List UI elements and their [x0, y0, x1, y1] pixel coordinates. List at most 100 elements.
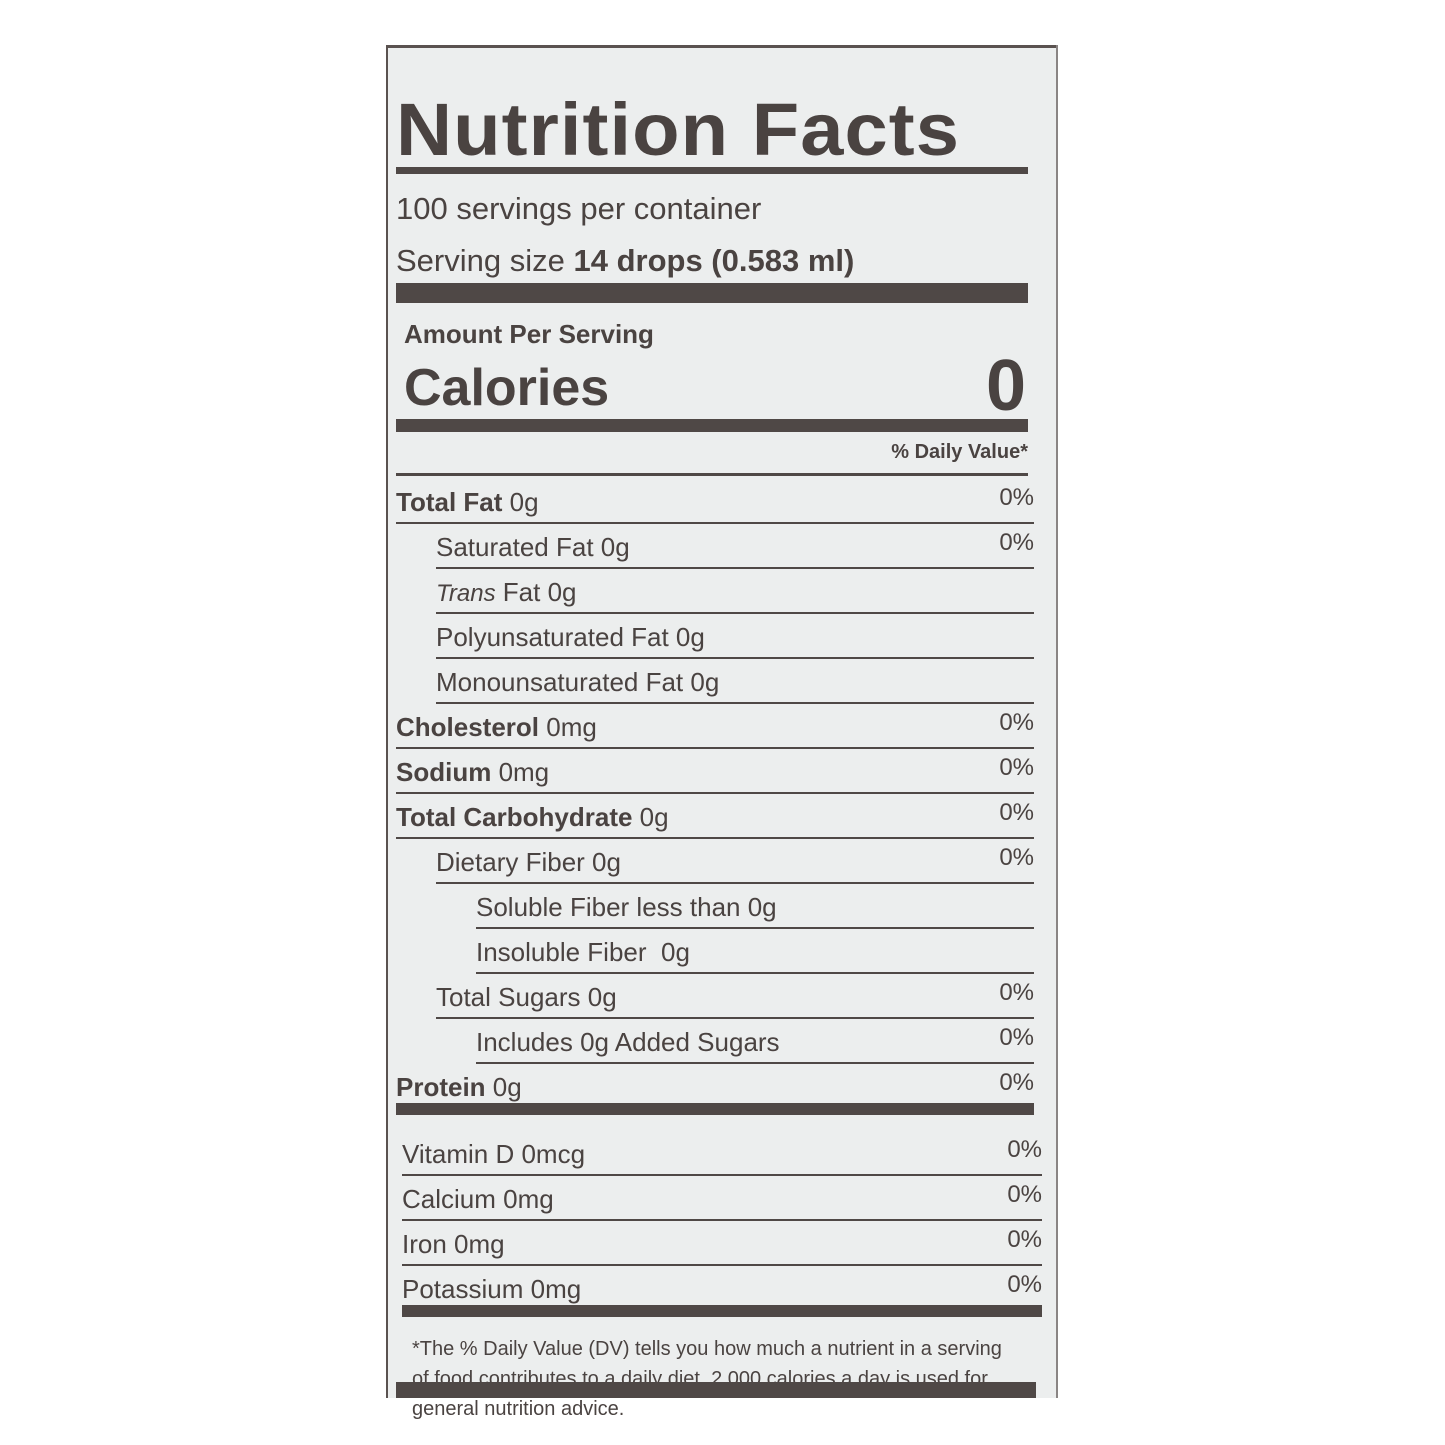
nutrient-text: Trans Fat 0g	[436, 577, 577, 608]
daily-value-percent: 0%	[999, 979, 1034, 1006]
nutrient-text: Monounsaturated Fat 0g	[436, 667, 719, 698]
nutrient-row: Iron 0mg 0%	[402, 1221, 1042, 1266]
row-divider	[396, 747, 1034, 749]
nutrient-name: Trans	[436, 580, 496, 607]
nutrient-amount: 0mg	[491, 757, 550, 787]
row-divider	[402, 1305, 1042, 1317]
nutrient-row: Monounsaturated Fat 0g	[396, 659, 1034, 704]
nutrient-text: Total Fat 0g	[396, 487, 539, 518]
daily-value-percent: 0%	[999, 844, 1034, 871]
nutrient-name: Protein	[396, 1072, 486, 1102]
nutrient-text: Potassium 0mg	[402, 1274, 581, 1305]
serving-size-label: Serving size	[396, 243, 565, 278]
nutrient-text: Sodium 0mg	[396, 757, 549, 788]
daily-value-percent: 0%	[999, 1069, 1034, 1096]
daily-value-percent: 0%	[999, 1024, 1034, 1051]
daily-value-percent: 0%	[1007, 1136, 1042, 1163]
thick-divider	[396, 419, 1028, 432]
thick-divider	[396, 283, 1028, 303]
nutrient-text: Cholesterol 0mg	[396, 712, 597, 743]
nutrient-name: Total Sugars	[436, 982, 581, 1012]
nutrient-row: Insoluble Fiber 0g	[396, 929, 1034, 974]
nutrient-name: Insoluble Fiber	[476, 937, 647, 967]
nutrient-text: Soluble Fiber less than 0g	[476, 892, 777, 923]
calories-value: 0	[985, 346, 1026, 426]
row-divider	[396, 837, 1034, 839]
bottom-thick-divider	[396, 1382, 1036, 1398]
row-divider	[436, 657, 1034, 659]
nutrient-row: Potassium 0mg 0%	[402, 1266, 1042, 1317]
nutrient-text: Total Sugars 0g	[436, 982, 617, 1013]
nutrient-name: Soluble Fiber	[476, 892, 630, 922]
vitamin-list: Vitamin D 0mcg 0% Calcium 0mg 0% Iron 0mg 0% P…	[402, 1131, 1042, 1317]
nutrient-row: Sodium 0mg 0%	[396, 749, 1034, 794]
serving-size-value: 14 drops (0.583 ml)	[573, 243, 855, 278]
row-divider	[396, 792, 1034, 794]
nutrient-amount: 0mg	[446, 1229, 505, 1259]
nutrient-amount: 0g	[580, 982, 617, 1012]
nutrient-text: Iron 0mg	[402, 1229, 505, 1260]
nutrient-name: Polyunsaturated Fat	[436, 622, 669, 652]
nutrient-amount: 0g	[593, 532, 630, 562]
daily-value-percent: 0%	[999, 754, 1034, 781]
amount-per-serving: Amount Per Serving	[404, 319, 654, 349]
nutrient-row: Total Carbohydrate 0g 0%	[396, 794, 1034, 839]
nutrient-text: Calcium 0mg	[402, 1184, 554, 1215]
nutrition-facts-label: Nutrition Facts 100 servings per contain…	[386, 45, 1058, 1420]
nutrient-amount: 0g	[683, 667, 720, 697]
nutrient-amount: 0g	[646, 937, 690, 967]
servings-per-container: 100 servings per container	[396, 191, 762, 226]
nutrient-amount: 0mg	[523, 1274, 582, 1304]
nutrient-name: Total Carbohydrate	[396, 802, 633, 832]
nutrient-name: Saturated Fat	[436, 532, 594, 562]
nutrient-name: Sodium	[396, 757, 492, 787]
nutrient-text: Saturated Fat 0g	[436, 532, 630, 563]
nutrient-name: Dietary Fiber	[436, 847, 585, 877]
daily-value-percent: 0%	[1007, 1181, 1042, 1208]
daily-value-percent: 0%	[1007, 1226, 1042, 1253]
nutrient-row: Dietary Fiber 0g 0%	[396, 839, 1034, 884]
nutrient-row: Includes 0g Added Sugars 0%	[396, 1019, 1034, 1064]
row-divider	[436, 567, 1034, 569]
nutrient-row: Trans Fat 0g	[396, 569, 1034, 614]
nutrient-name: Includes 0g Added Sugars	[476, 1027, 780, 1057]
daily-value-percent: 0%	[999, 484, 1034, 511]
nutrient-list: Total Fat 0g 0% Saturated Fat 0g 0% Trans Fa…	[396, 479, 1034, 1115]
nutrient-name: Vitamin D	[402, 1139, 515, 1169]
label-title: Nutrition Facts	[396, 88, 960, 171]
nutrient-text: Protein 0g	[396, 1072, 522, 1103]
row-divider	[476, 927, 1034, 929]
nutrient-row: Protein 0g 0%	[396, 1064, 1034, 1115]
row-divider	[476, 1062, 1034, 1064]
daily-value-percent: 0%	[999, 709, 1034, 736]
divider	[396, 167, 1028, 174]
row-divider	[396, 1103, 1034, 1115]
row-divider	[402, 1174, 1042, 1176]
row-divider	[436, 702, 1034, 704]
nutrient-text: Vitamin D 0mcg	[402, 1139, 585, 1170]
nutrient-row: Saturated Fat 0g 0%	[396, 524, 1034, 569]
nutrient-amount: 0mg	[539, 712, 597, 742]
nutrient-name: Cholesterol	[396, 712, 540, 742]
calories-label: Calories	[404, 359, 610, 417]
nutrient-amount: 0g	[485, 1072, 522, 1102]
row-divider	[436, 1017, 1034, 1019]
nutrient-amount: 0mg	[495, 1184, 554, 1214]
row-divider	[476, 972, 1034, 974]
nutrient-amount: Fat 0g	[495, 577, 577, 607]
nutrient-name: Potassium	[402, 1274, 524, 1304]
nutrient-text: Dietary Fiber 0g	[436, 847, 621, 878]
nutrient-amount: less than 0g	[629, 892, 777, 922]
nutrient-row: Total Sugars 0g 0%	[396, 974, 1034, 1019]
nutrient-text: Polyunsaturated Fat 0g	[436, 622, 705, 653]
footnote: *The % Daily Value (DV) tells you how mu…	[412, 1338, 1002, 1420]
nutrient-row: Cholesterol 0mg 0%	[396, 704, 1034, 749]
row-divider	[402, 1264, 1042, 1266]
daily-value-header: % Daily Value*	[891, 441, 1028, 463]
nutrient-row: Vitamin D 0mcg 0%	[402, 1131, 1042, 1176]
nutrient-amount: 0mcg	[514, 1139, 586, 1169]
top-border	[388, 45, 1056, 48]
row-divider	[436, 882, 1034, 884]
daily-value-percent: 0%	[999, 529, 1034, 556]
nutrient-name: Calcium	[402, 1184, 496, 1214]
